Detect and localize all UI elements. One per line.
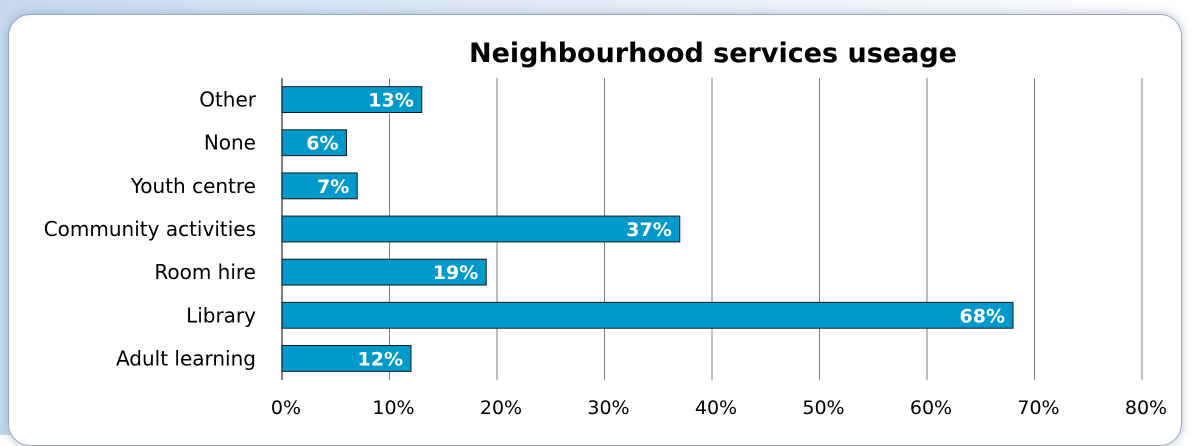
chart-title: Neighbourhood services useage: [469, 38, 957, 69]
category-label: Youth centre: [130, 174, 256, 198]
bar: [281, 172, 358, 200]
category-label: Adult learning: [116, 346, 256, 370]
bar: [281, 86, 423, 114]
data-label: 7%: [317, 176, 349, 198]
category-label: Other: [199, 88, 257, 112]
bar: [281, 344, 412, 372]
category-label: Community activities: [44, 217, 256, 241]
x-tick-label: 50%: [802, 397, 844, 419]
data-label: 13%: [368, 90, 413, 112]
x-tick-label: 40%: [695, 397, 737, 419]
category-label: Room hire: [154, 260, 256, 284]
data-label: 37%: [626, 219, 671, 241]
x-tick-label: 70%: [1017, 397, 1059, 419]
bar: [281, 258, 487, 286]
bar: [281, 301, 1014, 329]
bar: [281, 215, 681, 243]
data-labels: 13% 6% 7% 37% 19% 68% 12%: [306, 90, 1005, 371]
data-label: 68%: [960, 305, 1005, 327]
x-tick-label: 10%: [372, 397, 414, 419]
data-label: 19%: [433, 262, 478, 284]
category-label: Library: [186, 303, 256, 327]
bar-chart: Neighbourhood services useage Other None Y…: [44, 38, 1167, 419]
x-tick-label: 80%: [1125, 397, 1167, 419]
category-labels: Other None Youth centre Community activitie…: [44, 88, 257, 371]
data-label: 12%: [358, 348, 403, 370]
x-tick-label: 20%: [480, 397, 522, 419]
x-tick-label: 0%: [271, 397, 301, 419]
data-label: 6%: [306, 133, 338, 155]
x-tick-labels: 0% 10% 20% 30% 40% 50% 60% 70% 80%: [271, 397, 1167, 419]
category-label: None: [204, 131, 256, 155]
x-tick-label: 60%: [910, 397, 952, 419]
x-tick-label: 30%: [587, 397, 629, 419]
bar: [281, 129, 347, 157]
bars: [281, 86, 1014, 372]
